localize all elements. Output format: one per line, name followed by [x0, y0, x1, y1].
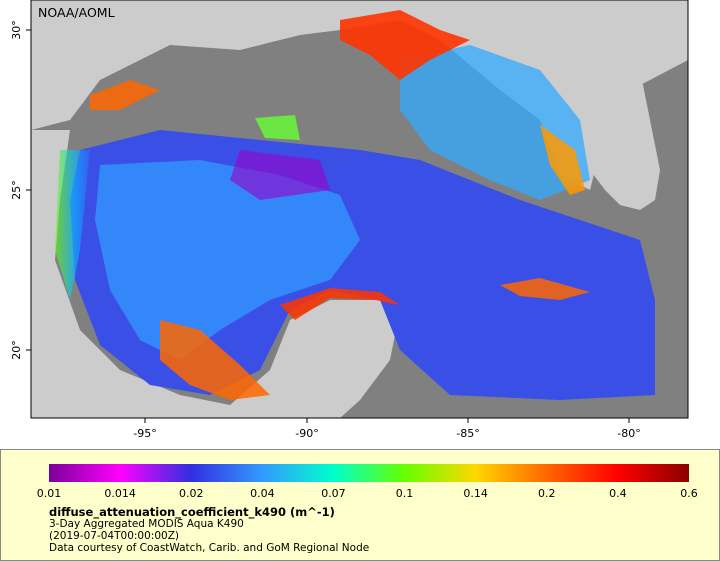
lon-tick-label: -85° — [456, 427, 479, 440]
ocean-k490-green-patch — [255, 115, 300, 140]
colorbar-tick-label: 0.04 — [250, 487, 275, 500]
ocean-k490-coastal-yucatan — [280, 288, 400, 320]
credit-label: NOAA/AOML — [38, 5, 115, 20]
ocean-k490-coastal-florida — [540, 125, 585, 195]
lon-tick-label: -80° — [617, 427, 640, 440]
lat-tick-label: 20° — [10, 340, 23, 360]
ocean-k490-mid — [95, 160, 360, 360]
lon-axis — [144, 418, 630, 423]
colorbar-tick-label: 0.6 — [680, 487, 698, 500]
lat-axis — [26, 29, 31, 351]
ocean-k490-east — [400, 45, 590, 200]
ocean-k490-purple-patch — [230, 150, 330, 200]
ocean-k490-shelf-west — [55, 150, 90, 300]
credit-line: Data courtesy of CoastWatch, Carib. and … — [49, 542, 370, 554]
ocean-k490-coastal-campeche — [160, 320, 270, 400]
colorbar-tick-label: 0.2 — [538, 487, 556, 500]
lon-tick-label: -95° — [133, 427, 156, 440]
variable-name: diffuse_attenuation_coefficient_k490 (m^… — [49, 505, 335, 519]
colorbar-tick-label: 0.02 — [178, 487, 204, 500]
land-florida — [575, 60, 660, 210]
plot-frame — [30, 0, 689, 419]
colorbar-tick-label: 0.07 — [321, 487, 346, 500]
legend-panel: 0.01 0.014 0.02 0.04 0.07 0.1 0.14 0.2 0.4 0.6 di… — [0, 449, 720, 561]
land-mexico — [31, 130, 400, 418]
ocean-k490-coastal-north — [340, 10, 470, 80]
lon-tick-label: -90° — [295, 427, 318, 440]
map-canvas: -95° -90° -85° -80° 30° 25° 20° NOAA/AOM… — [10, 0, 689, 440]
map-frame: -95° -90° -85° -80° 30° 25° 20° NOAA/AOM… — [10, 0, 689, 440]
ocean-k490-coastal-texas — [90, 80, 160, 110]
colorbar-tick-label: 0.1 — [395, 487, 414, 500]
colorbar-tick-label: 0.4 — [609, 487, 627, 500]
colorbar-tick-label: 0.14 — [463, 487, 488, 500]
lat-tick-label: 30° — [10, 20, 23, 40]
dataset-name: 3-Day Aggregated MODIS Aqua K490 — [49, 518, 244, 530]
land-us — [31, 0, 688, 190]
ocean-k490-coastal-cuba — [500, 278, 590, 300]
colorbar — [49, 464, 689, 482]
lat-tick-label: 25° — [10, 180, 23, 200]
time-range: (2019-07-04T00:00:00Z) — [49, 530, 179, 542]
colorbar-tick-label: 0.014 — [104, 487, 136, 500]
colorbar-tick-label: 0.01 — [36, 487, 62, 500]
